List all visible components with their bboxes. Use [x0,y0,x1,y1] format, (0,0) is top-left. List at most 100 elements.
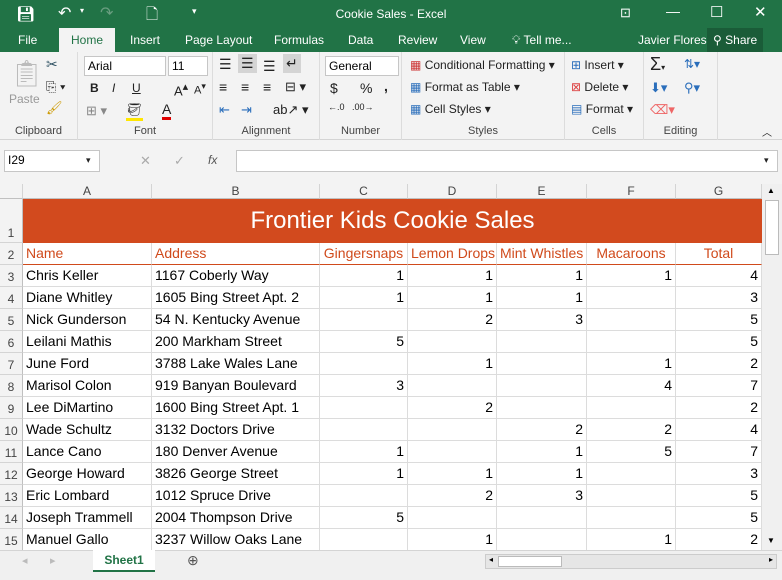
table-cell[interactable]: 1605 Bing Street Apt. 2 [152,287,320,309]
table-cell[interactable]: June Ford [23,353,152,375]
wrap-text-icon[interactable]: ↵ [283,54,301,73]
table-cell[interactable]: 7 [676,441,762,463]
borders-icon[interactable]: ⊞ ▾ [86,103,108,118]
user-name[interactable]: Javier Flores [638,33,707,47]
font-size-select[interactable]: 11 [168,56,208,76]
name-box[interactable]: I29 [4,150,100,172]
table-cell[interactable]: 3 [676,287,762,309]
column-title-cell[interactable]: Macaroons [587,243,676,265]
font-name-select[interactable]: Arial [84,56,166,76]
align-middle-icon[interactable]: ☰ [238,54,257,73]
fill-icon[interactable]: ⬇▾ [650,80,668,95]
table-cell[interactable] [408,507,497,529]
table-cell[interactable]: 5 [320,507,408,529]
italic-button[interactable]: I [112,81,116,95]
align-right-icon[interactable]: ≡ [263,79,272,95]
table-cell[interactable]: Eric Lombard [23,485,152,507]
table-cell[interactable]: 1 [408,353,497,375]
table-cell[interactable]: 1 [320,441,408,463]
table-cell[interactable]: 5 [676,309,762,331]
table-cell[interactable] [408,419,497,441]
table-cell[interactable]: 5 [320,331,408,353]
table-cell[interactable] [497,375,587,397]
table-cell[interactable]: 2 [408,309,497,331]
table-cell[interactable]: 1012 Spruce Drive [152,485,320,507]
table-cell[interactable] [320,397,408,419]
percent-button[interactable]: % [360,80,373,96]
table-cell[interactable]: 4 [587,375,676,397]
table-cell[interactable] [587,507,676,529]
table-cell[interactable]: 3237 Willow Oaks Lane [152,529,320,550]
sort-filter-icon[interactable]: ⇅▾ [684,57,701,71]
table-cell[interactable]: 3 [320,375,408,397]
table-cell[interactable] [320,353,408,375]
cut-icon[interactable]: ✂ [46,56,58,72]
decrease-decimal-icon[interactable]: .00→ [352,102,374,112]
table-cell[interactable]: 2 [676,529,762,550]
align-left-icon[interactable]: ≡ [219,79,228,95]
table-cell[interactable]: 1 [408,265,497,287]
underline-button[interactable]: U [132,81,141,95]
increase-decimal-icon[interactable]: ←.0 [328,102,345,112]
row-header[interactable]: 13 [0,485,23,507]
table-cell[interactable] [320,529,408,550]
formula-input[interactable] [236,150,778,172]
table-cell[interactable]: 1600 Bing Street Apt. 1 [152,397,320,419]
table-cell[interactable]: George Howard [23,463,152,485]
table-cell[interactable]: 1 [408,287,497,309]
table-cell[interactable]: 5 [676,485,762,507]
column-header[interactable]: E [497,184,587,199]
decrease-font-icon[interactable]: A▾ [194,81,206,97]
table-cell[interactable]: 2 [587,419,676,441]
table-cell[interactable]: 3132 Doctors Drive [152,419,320,441]
format-as-table-button[interactable]: ▦ Format as Table ▾ [410,80,520,94]
increase-font-icon[interactable]: A▴ [174,81,189,99]
row-header[interactable]: 14 [0,507,23,529]
table-cell[interactable]: 200 Markham Street [152,331,320,353]
table-cell[interactable]: 1 [587,353,676,375]
tab-formulas[interactable]: Formulas [274,33,325,47]
column-header[interactable]: C [320,184,408,199]
row-header[interactable]: 6 [0,331,23,353]
table-cell[interactable]: 1 [320,287,408,309]
scroll-down-icon[interactable]: ▼ [767,536,775,545]
format-painter-icon[interactable]: 🖌︎ [46,100,63,115]
table-cell[interactable]: 1 [497,265,587,287]
table-cell[interactable] [587,463,676,485]
table-cell[interactable] [497,353,587,375]
row-header[interactable]: 3 [0,265,23,287]
tell-me-search[interactable]: 💡︎ Tell me... [504,28,580,52]
row-header[interactable]: 8 [0,375,23,397]
customize-qat-icon[interactable]: ▾ [192,6,197,16]
table-cell[interactable]: 3 [497,309,587,331]
number-format-select[interactable]: General [325,56,399,76]
table-cell[interactable]: 1 [587,529,676,550]
table-cell[interactable]: 1 [320,463,408,485]
table-cell[interactable] [408,375,497,397]
table-cell[interactable]: 180 Denver Avenue [152,441,320,463]
table-cell[interactable]: Joseph Trammell [23,507,152,529]
comma-button[interactable]: , [384,78,388,94]
new-file-icon[interactable]: 🗋 [146,6,159,23]
table-cell[interactable] [587,287,676,309]
find-select-icon[interactable]: ⚲▾ [684,80,701,95]
table-cell[interactable] [587,309,676,331]
tab-review[interactable]: Review [398,33,438,47]
undo-dropdown-icon[interactable]: ▾ [80,6,85,15]
prev-sheet-icon[interactable]: ◂ [22,555,28,567]
column-header[interactable]: F [587,184,676,199]
scroll-right-icon[interactable]: ▸ [768,555,773,564]
column-title-cell[interactable]: Name [23,243,152,265]
spreadsheet-grid[interactable]: A B C D E F G 1 2 3 4 5 6 7 8 9 10 11 12 13 14 15 Frontier Kid… [0,184,762,550]
table-cell[interactable]: 3826 George Street [152,463,320,485]
table-cell[interactable]: Lance Cano [23,441,152,463]
table-cell[interactable]: Diane Whitley [23,287,152,309]
table-cell[interactable]: 1 [408,463,497,485]
table-cell[interactable]: 1 [587,265,676,287]
ribbon-display-icon[interactable]: ⊡ [620,5,631,20]
table-cell[interactable]: 2004 Thompson Drive [152,507,320,529]
table-cell[interactable] [497,397,587,419]
table-cell[interactable] [497,529,587,550]
tab-data[interactable]: Data [348,33,374,47]
table-cell[interactable]: 54 N. Kentucky Avenue [152,309,320,331]
